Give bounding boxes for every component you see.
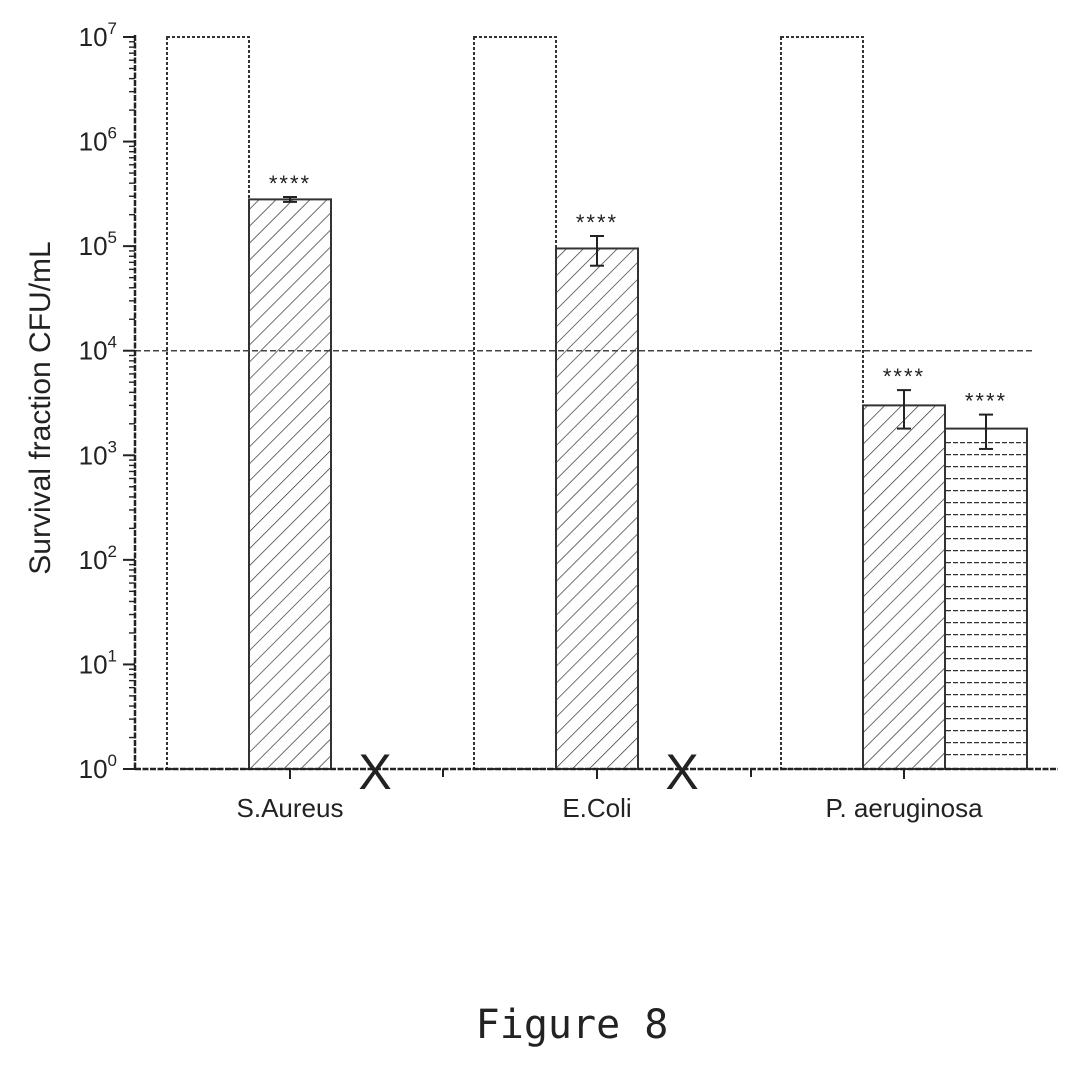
significance-label: **** [883,364,925,389]
y-tick-label: 101 [79,646,117,679]
y-tick-label: 105 [79,228,117,261]
not-detected-marker: X [358,744,391,800]
x-tick-label: S.Aureus [237,793,344,823]
bar-s-aureus-diagonal-hatch [248,198,332,771]
bar-e-coli-diagonal-hatch [555,247,639,770]
y-tick-label: 104 [79,333,117,366]
y-tick-label: 102 [79,542,117,575]
y-axis-label: Survival fraction CFU/mL [24,241,57,574]
significance-label: **** [965,389,1007,414]
bar-p-aeruginosa-diagonal-hatch [862,404,946,770]
bar-s-aureus-open [166,36,250,770]
bar-e-coli-open [473,36,557,770]
y-tick-label: 106 [79,124,117,157]
y-tick-label: 100 [79,751,117,784]
bar-p-aeruginosa-open [780,36,864,770]
x-tick-label: E.Coli [562,793,631,823]
y-tick-label: 107 [79,19,117,52]
significance-label: **** [576,210,618,235]
y-tick-label: 103 [79,437,117,470]
significance-label: **** [269,171,311,196]
not-detected-marker: X [665,744,698,800]
figure-caption: Figure 8 [476,1002,669,1048]
x-tick-label: P. aeruginosa [825,793,983,823]
